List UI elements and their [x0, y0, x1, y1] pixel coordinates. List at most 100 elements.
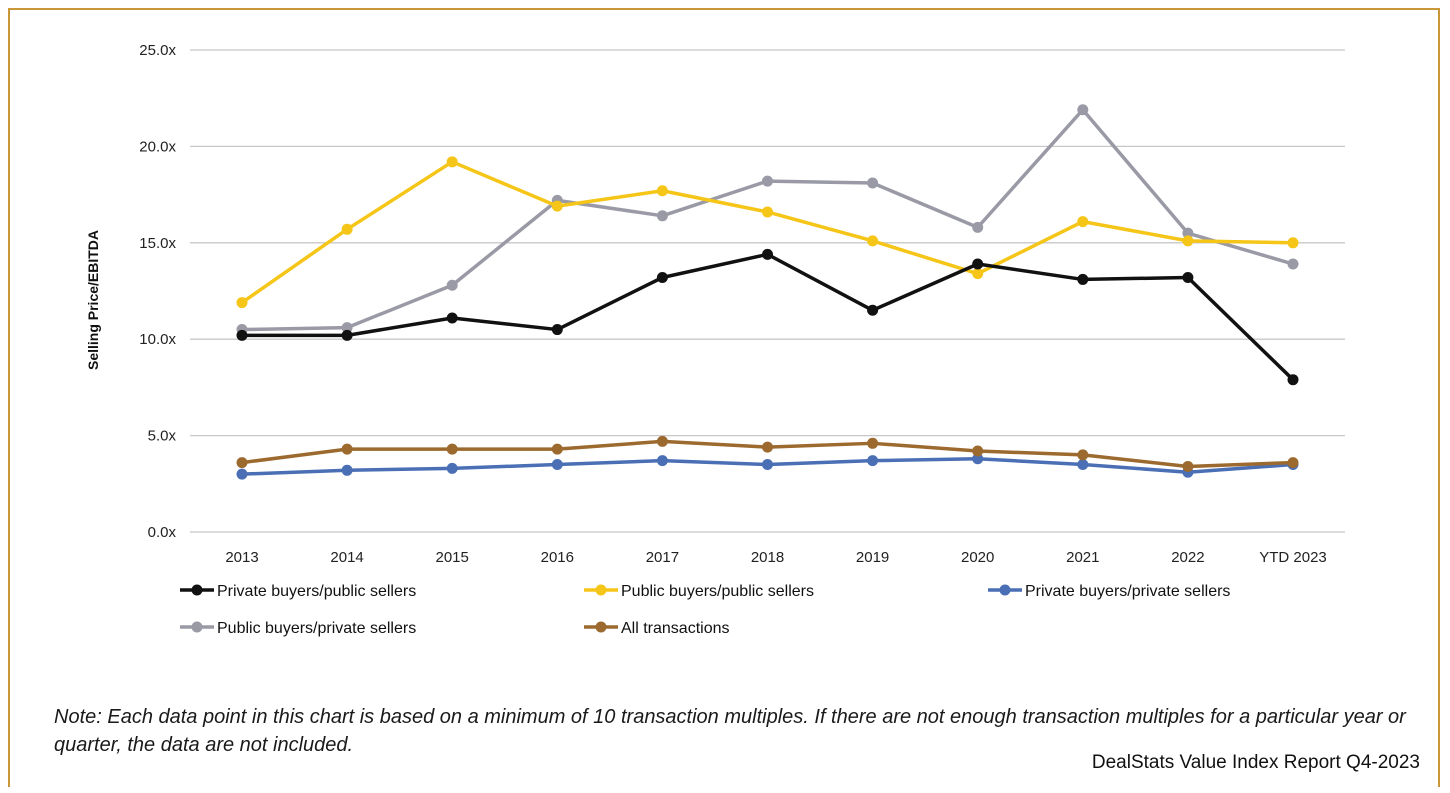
legend-swatch-marker [999, 584, 1011, 596]
data-point [236, 468, 248, 480]
chart-frame [8, 8, 1440, 787]
series-line [241, 108, 1294, 332]
legend-label: Private buyers/public sellers [217, 583, 416, 600]
legend-swatch-marker [191, 584, 203, 596]
data-point [867, 455, 879, 467]
data-point [341, 329, 353, 341]
data-point [341, 464, 353, 476]
data-point [656, 455, 668, 467]
y-axis-ticks: 0.0x 5.0x 10.0x 15.0x 20.0x 25.0x [139, 42, 176, 541]
data-point [972, 258, 984, 270]
data-point [867, 235, 879, 247]
data-point [551, 200, 563, 212]
series-1 [236, 156, 1299, 309]
data-point [867, 304, 879, 316]
y-tick-label: 20.0x [139, 138, 176, 155]
data-point [1182, 227, 1194, 239]
data-point [1287, 258, 1299, 270]
data-point [446, 279, 458, 291]
data-point [341, 443, 353, 455]
y-tick-label: 0.0x [148, 524, 177, 541]
x-tick-label: YTD 2023 [1259, 549, 1327, 566]
y-tick-label: 5.0x [148, 428, 177, 445]
legend-label: Private buyers/private sellers [1025, 583, 1230, 600]
data-point [762, 459, 773, 471]
data-point [551, 459, 563, 471]
data-point [1287, 374, 1299, 386]
data-point [867, 437, 879, 449]
series-0 [236, 248, 1299, 386]
data-point [1182, 272, 1194, 284]
x-tick-label: 2021 [1066, 549, 1099, 566]
legend-item: Public buyers/private sellers [180, 620, 416, 637]
data-point [762, 441, 773, 453]
source-citation: DealStats Value Index Report Q4-2023 [1091, 752, 1420, 773]
data-point [446, 312, 458, 324]
data-point [236, 329, 248, 341]
legend-swatch-marker [595, 621, 607, 633]
x-tick-label: 2014 [330, 549, 363, 566]
y-tick-label: 25.0x [139, 42, 176, 59]
legend-item: All transactions [584, 620, 730, 637]
data-point [1077, 216, 1089, 228]
data-point [446, 462, 458, 474]
legend: Private buyers/public sellers Public buye… [180, 583, 1230, 637]
data-point [236, 457, 248, 469]
x-tick-label: 2013 [225, 549, 258, 566]
y-tick-label: 10.0x [139, 331, 176, 348]
data-point [341, 322, 353, 334]
data-point [656, 272, 668, 284]
legend-label: All transactions [621, 620, 730, 637]
data-point [446, 443, 458, 455]
x-axis-ticks: 2013 2014 2015 2016 2017 2018 2019 2020 2021 2022… [225, 549, 1326, 566]
data-point [762, 175, 773, 187]
series-2 [236, 453, 1299, 480]
y-tick-label: 15.0x [139, 235, 176, 252]
data-point [972, 445, 984, 457]
data-point [762, 206, 773, 218]
data-point [762, 248, 773, 260]
data-point [972, 453, 984, 465]
legend-label: Public buyers/private sellers [217, 620, 416, 637]
data-point [656, 185, 668, 197]
x-tick-label: 2018 [751, 549, 784, 566]
legend-label: Public buyers/public sellers [621, 583, 814, 600]
data-point [236, 297, 248, 309]
data-point [1182, 235, 1194, 247]
legend-item: Private buyers/private sellers [988, 583, 1230, 600]
y-axis-title: Selling Price/EBITDA [85, 230, 101, 370]
data-point [656, 435, 668, 447]
x-tick-label: 2015 [436, 549, 469, 566]
legend-swatch-marker [191, 621, 203, 633]
data-point [1287, 237, 1299, 249]
data-point [867, 177, 879, 189]
legend-swatch-marker [595, 584, 607, 596]
data-point [1287, 457, 1299, 469]
x-tick-label: 2016 [541, 549, 574, 566]
data-point [656, 210, 668, 222]
x-tick-label: 2022 [1171, 549, 1204, 566]
data-point [1077, 449, 1089, 461]
data-point [551, 324, 563, 336]
data-point [341, 223, 353, 235]
data-point [446, 156, 458, 168]
data-point [1077, 104, 1089, 116]
chart-note: Note: Each data point in this chart is b… [54, 706, 1406, 756]
series-3 [236, 104, 1299, 336]
gridlines [190, 49, 1345, 533]
legend-item: Public buyers/public sellers [584, 583, 814, 600]
data-point [1182, 460, 1194, 472]
data-point [1077, 273, 1089, 285]
x-tick-label: 2020 [961, 549, 994, 566]
series-4 [236, 435, 1299, 472]
x-tick-label: 2019 [856, 549, 889, 566]
legend-item: Private buyers/public sellers [180, 583, 416, 600]
series-line [242, 252, 1295, 381]
data-point [972, 268, 984, 280]
series-lines [236, 104, 1299, 480]
data-point [551, 443, 563, 455]
data-point [972, 221, 984, 233]
data-point [1077, 459, 1089, 471]
x-tick-label: 2017 [646, 549, 679, 566]
